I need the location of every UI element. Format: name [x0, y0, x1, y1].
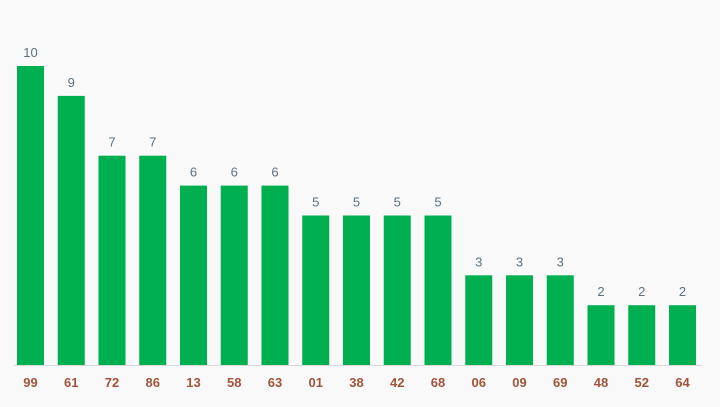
bar-58	[220, 185, 248, 365]
bar-42	[383, 215, 411, 365]
value-labels-group: 10 9 7 7 6 6 6 5 5 5 5 3 3 3 2 2 2	[23, 45, 686, 299]
bar-52	[628, 305, 656, 365]
bar-06	[465, 275, 493, 365]
value-label-72: 7	[108, 135, 115, 150]
value-label-06: 3	[475, 254, 482, 269]
category-labels-group: 99 61 72 86 13 58 63 01 38 42 68 06 09 69 48 52 64	[23, 375, 690, 390]
category-label-42: 42	[390, 375, 404, 390]
value-label-38: 5	[353, 195, 360, 210]
bar-86	[139, 155, 167, 365]
value-label-63: 6	[271, 165, 278, 180]
bar-48	[587, 305, 615, 365]
value-label-99: 10	[23, 45, 37, 60]
value-label-09: 3	[516, 254, 523, 269]
category-label-52: 52	[635, 375, 649, 390]
category-label-72: 72	[105, 375, 119, 390]
bar-13	[180, 185, 207, 365]
bar-68	[424, 215, 452, 365]
value-label-58: 6	[231, 165, 238, 180]
category-label-38: 38	[349, 375, 363, 390]
value-label-42: 5	[394, 195, 401, 210]
category-label-86: 86	[146, 375, 160, 390]
category-label-48: 48	[594, 375, 608, 390]
category-label-13: 13	[186, 375, 200, 390]
value-label-69: 3	[557, 254, 564, 269]
bar-38	[343, 215, 370, 365]
value-label-48: 2	[597, 284, 604, 299]
bars-group	[17, 66, 696, 366]
value-label-52: 2	[638, 284, 645, 299]
category-label-01: 01	[309, 375, 323, 390]
bar-09	[506, 275, 533, 365]
value-label-13: 6	[190, 165, 197, 180]
category-label-06: 06	[472, 375, 486, 390]
bar-99	[17, 66, 44, 365]
category-label-99: 99	[23, 375, 37, 390]
value-label-61: 9	[68, 75, 75, 90]
value-label-64: 2	[679, 284, 686, 299]
category-label-63: 63	[268, 375, 282, 390]
bar-61	[57, 95, 85, 366]
bar-64	[669, 305, 696, 365]
category-label-61: 61	[64, 375, 78, 390]
category-label-64: 64	[675, 375, 690, 390]
bar-72	[98, 155, 126, 365]
value-label-68: 5	[434, 195, 441, 210]
category-label-09: 09	[512, 375, 526, 390]
bar-01	[302, 215, 330, 365]
category-label-69: 69	[553, 375, 567, 390]
value-label-86: 7	[149, 135, 156, 150]
bar-69	[546, 275, 574, 365]
category-label-58: 58	[227, 375, 241, 390]
category-label-68: 68	[431, 375, 445, 390]
value-label-01: 5	[312, 195, 319, 210]
bar-63	[261, 185, 289, 365]
